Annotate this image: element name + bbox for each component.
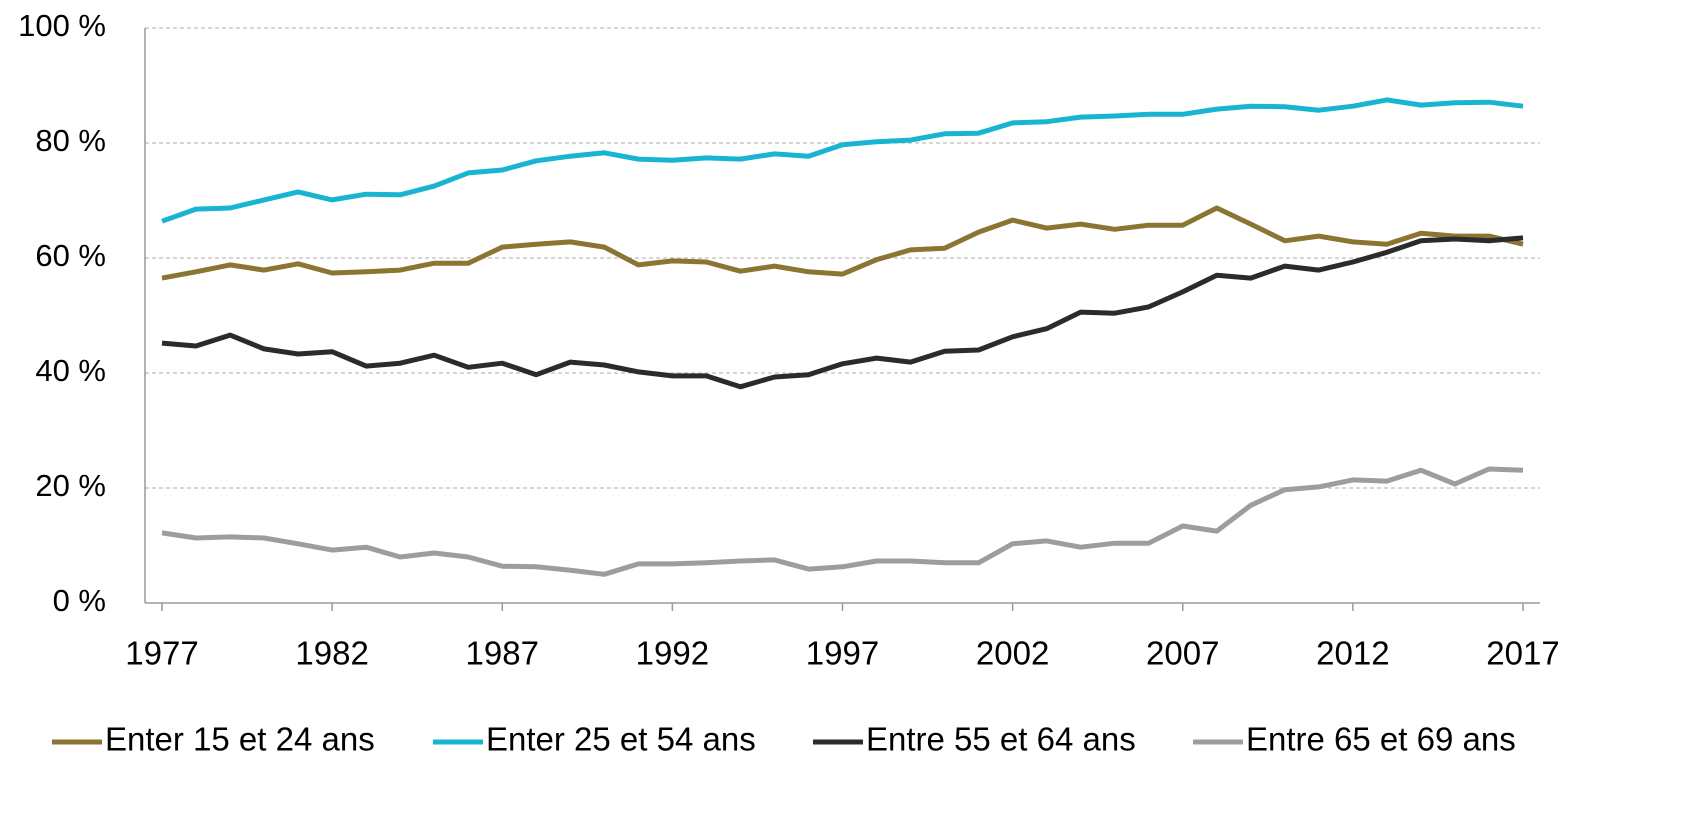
legend-label: Entre 55 et 64 ans (866, 721, 1136, 758)
x-tick-label: 1997 (806, 635, 879, 672)
x-tick-label: 1992 (636, 635, 709, 672)
legend-label: Entre 65 et 69 ans (1246, 721, 1516, 758)
x-tick-label: 1987 (466, 635, 539, 672)
y-tick-label: 100 % (18, 8, 106, 43)
y-tick-label: 20 % (35, 468, 106, 503)
legend-label: Enter 25 et 54 ans (486, 721, 756, 758)
series-line (161, 97, 1524, 224)
series-line (161, 235, 1524, 390)
legend-label: Enter 15 et 24 ans (105, 721, 375, 758)
x-tick-label: 2002 (976, 635, 1049, 672)
x-tick-label: 2012 (1316, 635, 1389, 672)
y-tick-label: 40 % (35, 353, 106, 388)
y-tick-label: 60 % (35, 238, 106, 273)
y-tick-label: 80 % (35, 123, 106, 158)
x-tick-label: 2007 (1146, 635, 1219, 672)
series-line (161, 466, 1524, 577)
x-tick-label: 1977 (125, 635, 198, 672)
x-tick-label: 1982 (295, 635, 368, 672)
y-tick-label: 0 % (53, 583, 106, 618)
series-line (161, 205, 1524, 281)
x-tick-label: 2017 (1486, 635, 1559, 672)
